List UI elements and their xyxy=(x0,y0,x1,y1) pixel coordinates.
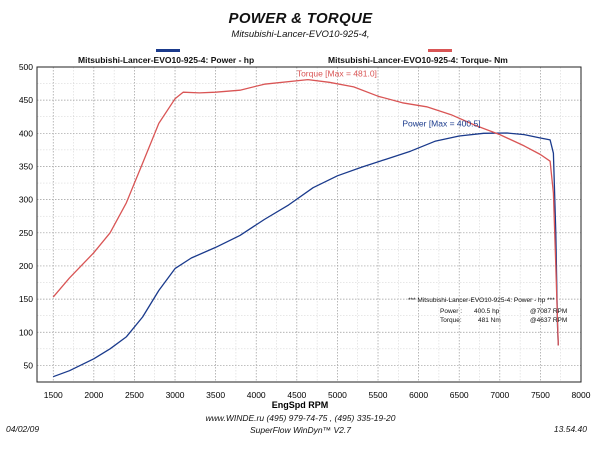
x-tick-label: 4000 xyxy=(247,390,266,400)
torque-line xyxy=(52,78,559,346)
summary-torque-rpm: @4637 RPM xyxy=(530,317,567,324)
x-tick-label: 3000 xyxy=(166,390,185,400)
y-tick-label: 50 xyxy=(24,360,34,370)
footer-time: 13.54.40 xyxy=(553,424,587,434)
torque-legend-label: Mitsubishi-Lancer-EVO10-925-4: Torque- N… xyxy=(328,55,508,65)
x-tick-label: 7000 xyxy=(490,390,509,400)
x-tick-label: 1500 xyxy=(44,390,63,400)
power-line xyxy=(52,132,559,378)
summary-header: *** Mitsubishi-Lancer-EVO10-925-4: Power… xyxy=(408,297,555,304)
summary-torque-label: Torque: xyxy=(440,317,462,324)
x-tick-label: 6500 xyxy=(450,390,469,400)
plot-frame xyxy=(36,66,582,383)
y-tick-label: 200 xyxy=(19,261,33,271)
summary-power-rpm: @7087 RPM xyxy=(530,308,567,315)
x-tick-label: 2000 xyxy=(84,390,103,400)
y-tick-label: 400 xyxy=(19,128,33,138)
x-tick-label: 6000 xyxy=(409,390,428,400)
y-tick-label: 100 xyxy=(19,327,33,337)
footer-software: SuperFlow WinDyn™ V2.7 xyxy=(249,425,352,435)
y-tick-label: 500 xyxy=(19,62,33,72)
x-tick-label: 4500 xyxy=(287,390,306,400)
power-max-annotation: Power [Max = 400.5] xyxy=(402,119,480,129)
x-axis-label: EngSpd RPM xyxy=(272,400,329,410)
y-tick-label: 150 xyxy=(19,294,33,304)
y-tick-label: 450 xyxy=(19,95,33,105)
x-tick-label: 8000 xyxy=(572,390,591,400)
axis-ticks: 1500 2000 2500 3000 3500 4000 4500 5000 5500 6000… xyxy=(19,62,591,400)
torque-legend-swatch xyxy=(428,49,452,52)
summary-power-value: 400.5 hp xyxy=(474,308,500,315)
summary-box: *** Mitsubishi-Lancer-EVO10-925-4: Power… xyxy=(408,297,567,324)
x-tick-label: 2500 xyxy=(125,390,144,400)
footer-website: www.WINDE.ru (495) 979-74-75 , (495) 335… xyxy=(205,413,396,423)
y-tick-label: 300 xyxy=(19,195,33,205)
power-legend-label: Mitsubishi-Lancer-EVO10-925-4: Power - h… xyxy=(78,55,255,65)
series xyxy=(52,78,559,378)
grid xyxy=(37,67,581,382)
y-tick-label: 250 xyxy=(19,228,33,238)
footer-date: 04/02/09 xyxy=(6,424,40,434)
x-tick-label: 7500 xyxy=(531,390,550,400)
summary-power-label: Power : xyxy=(440,308,462,315)
x-tick-label: 5000 xyxy=(328,390,347,400)
y-tick-label: 350 xyxy=(19,161,33,171)
chart-subtitle: Mitsubishi-Lancer-EVO10-925-4, xyxy=(231,29,370,40)
summary-torque-value: 481 Nm xyxy=(478,317,501,324)
chart-title: POWER & TORQUE xyxy=(228,10,373,27)
power-legend-swatch xyxy=(156,49,180,52)
torque-max-annotation: Torque [Max = 481.0] xyxy=(297,68,377,78)
x-tick-label: 3500 xyxy=(206,390,225,400)
x-tick-label: 5500 xyxy=(369,390,388,400)
